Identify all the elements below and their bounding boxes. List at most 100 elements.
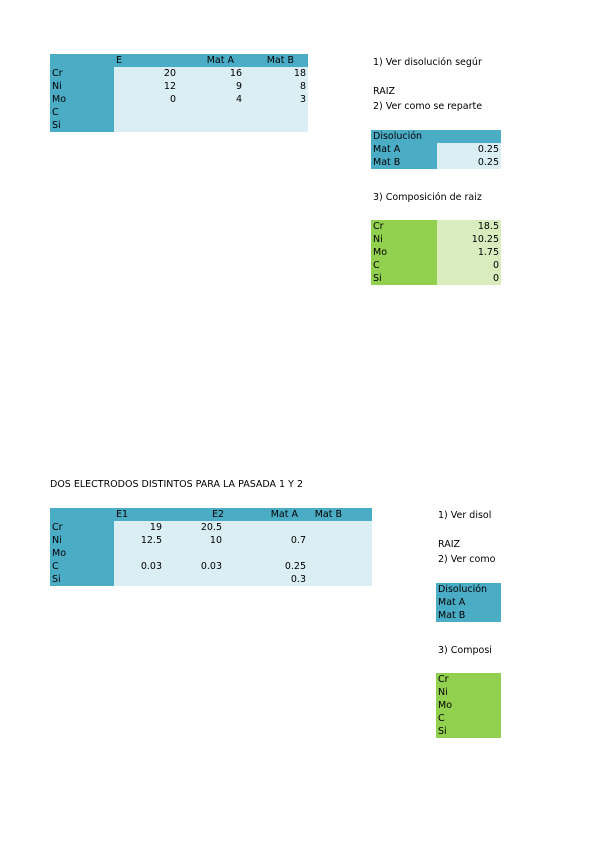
cell-e1[interactable]: 12.5 [114,534,178,547]
row-label[interactable]: Si [50,573,114,586]
dilution-title[interactable]: Disolución [436,583,501,596]
cell-e[interactable] [114,119,178,132]
composition-value[interactable]: 10.25 [437,233,501,246]
table-row: C [50,106,308,119]
composition-value[interactable]: 0 [437,259,501,272]
cell-mat-b[interactable]: 18 [244,67,308,80]
composition-value[interactable]: 1.75 [437,246,501,259]
cell-e2[interactable]: 10 [178,534,242,547]
table-row: Mo 1.75 [371,246,501,259]
header-cell-e[interactable]: E [114,54,178,67]
row-label[interactable]: Mo [50,93,114,106]
dilution-value[interactable]: 0.25 [437,156,501,169]
cell-mat-b[interactable]: 8 [244,80,308,93]
header-cell-mat-b[interactable]: Mat B [244,54,308,67]
dilution-title[interactable]: Disolución [371,130,501,143]
composition-value[interactable]: 0 [437,272,501,285]
cell-mat-b[interactable] [308,560,372,573]
row-label[interactable]: C [50,106,114,119]
step1-note: 1) Ver disol [438,510,492,521]
row-label[interactable]: Si [50,119,114,132]
table-row: C 0 [371,259,501,272]
cell-e[interactable]: 0 [114,93,178,106]
cell-e2[interactable] [178,573,242,586]
header-cell-e2[interactable]: E2 [178,508,242,521]
cell-mat-a[interactable] [242,521,308,534]
row-label[interactable]: Ni [50,80,114,93]
table-row: Mat B 0.25 [371,156,501,169]
dilution-value[interactable]: 0.25 [437,143,501,156]
row-label[interactable]: Cr [371,220,437,233]
table-row: Mat B [436,609,501,622]
table-row: Cr 19 20.5 [50,521,372,534]
table-row: Cr 18.5 [371,220,501,233]
row-label[interactable]: Cr [50,67,114,80]
table-row: Si [436,725,501,738]
cell-e1[interactable]: 19 [114,521,178,534]
cell-mat-b[interactable] [308,521,372,534]
composition-table-2: E1 E2 Mat A Mat B Cr 19 20.5 Ni 12.5 10 … [50,508,372,586]
raiz-label: RAIZ [438,539,461,550]
cell-mat-b[interactable]: 3 [244,93,308,106]
table-row: Ni 12.5 10 0.7 [50,534,372,547]
row-label[interactable]: Si [436,725,501,738]
row-label[interactable]: Mo [371,246,437,259]
cell-mat-a[interactable] [178,119,244,132]
header-cell-mat-b[interactable]: Mat B [308,508,372,521]
raiz-label: RAIZ [373,86,396,97]
step2-note: 2) Ver como se reparte [373,101,483,112]
composition-value[interactable]: 18.5 [437,220,501,233]
cell-mat-b[interactable] [244,119,308,132]
cell-mat-b[interactable] [308,547,372,560]
row-label[interactable]: Mat A [436,596,501,609]
cell-e1[interactable] [114,573,178,586]
table-row: Cr 20 16 18 [50,67,308,80]
cell-mat-a[interactable]: 9 [178,80,244,93]
cell-e[interactable] [114,106,178,119]
table-row: C [436,712,501,725]
step3-note: 3) Composi [438,645,492,656]
row-label[interactable]: Mo [50,547,114,560]
cell-mat-a[interactable]: 0.25 [242,560,308,573]
cell-mat-a[interactable] [178,106,244,119]
row-label[interactable]: Si [371,272,437,285]
cell-mat-a[interactable]: 16 [178,67,244,80]
row-label[interactable]: Ni [50,534,114,547]
cell-mat-b[interactable] [308,534,372,547]
row-label[interactable]: Cr [436,673,501,686]
table-row: Si 0 [371,272,501,285]
table-row: Ni [436,686,501,699]
header-cell-e1[interactable]: E1 [114,508,178,521]
cell-e1[interactable]: 0.03 [114,560,178,573]
cell-mat-a[interactable]: 0.3 [242,573,308,586]
row-label[interactable]: Ni [371,233,437,246]
header-cell-mat-a[interactable]: Mat A [178,54,244,67]
row-label[interactable]: C [436,712,501,725]
cell-e1[interactable] [114,547,178,560]
row-label[interactable]: C [371,259,437,272]
cell-mat-a[interactable] [242,547,308,560]
cell-e[interactable]: 12 [114,80,178,93]
cell-e[interactable]: 20 [114,67,178,80]
table-row: C 0.03 0.03 0.25 [50,560,372,573]
row-label[interactable]: Mo [436,699,501,712]
table-row: Mo 0 4 3 [50,93,308,106]
cell-mat-b[interactable] [308,573,372,586]
row-label[interactable]: C [50,560,114,573]
cell-mat-b[interactable] [244,106,308,119]
header-cell-corner[interactable] [50,54,114,67]
cell-mat-a[interactable]: 4 [178,93,244,106]
row-label[interactable]: Mat B [436,609,501,622]
cell-e2[interactable]: 20.5 [178,521,242,534]
header-cell-mat-a[interactable]: Mat A [242,508,308,521]
header-cell-corner[interactable] [50,508,114,521]
table-row: Mo [436,699,501,712]
cell-e2[interactable] [178,547,242,560]
table-row: Cr [436,673,501,686]
cell-e2[interactable]: 0.03 [178,560,242,573]
row-label[interactable]: Mat B [371,156,437,169]
cell-mat-a[interactable]: 0.7 [242,534,308,547]
row-label[interactable]: Ni [436,686,501,699]
row-label[interactable]: Mat A [371,143,437,156]
row-label[interactable]: Cr [50,521,114,534]
